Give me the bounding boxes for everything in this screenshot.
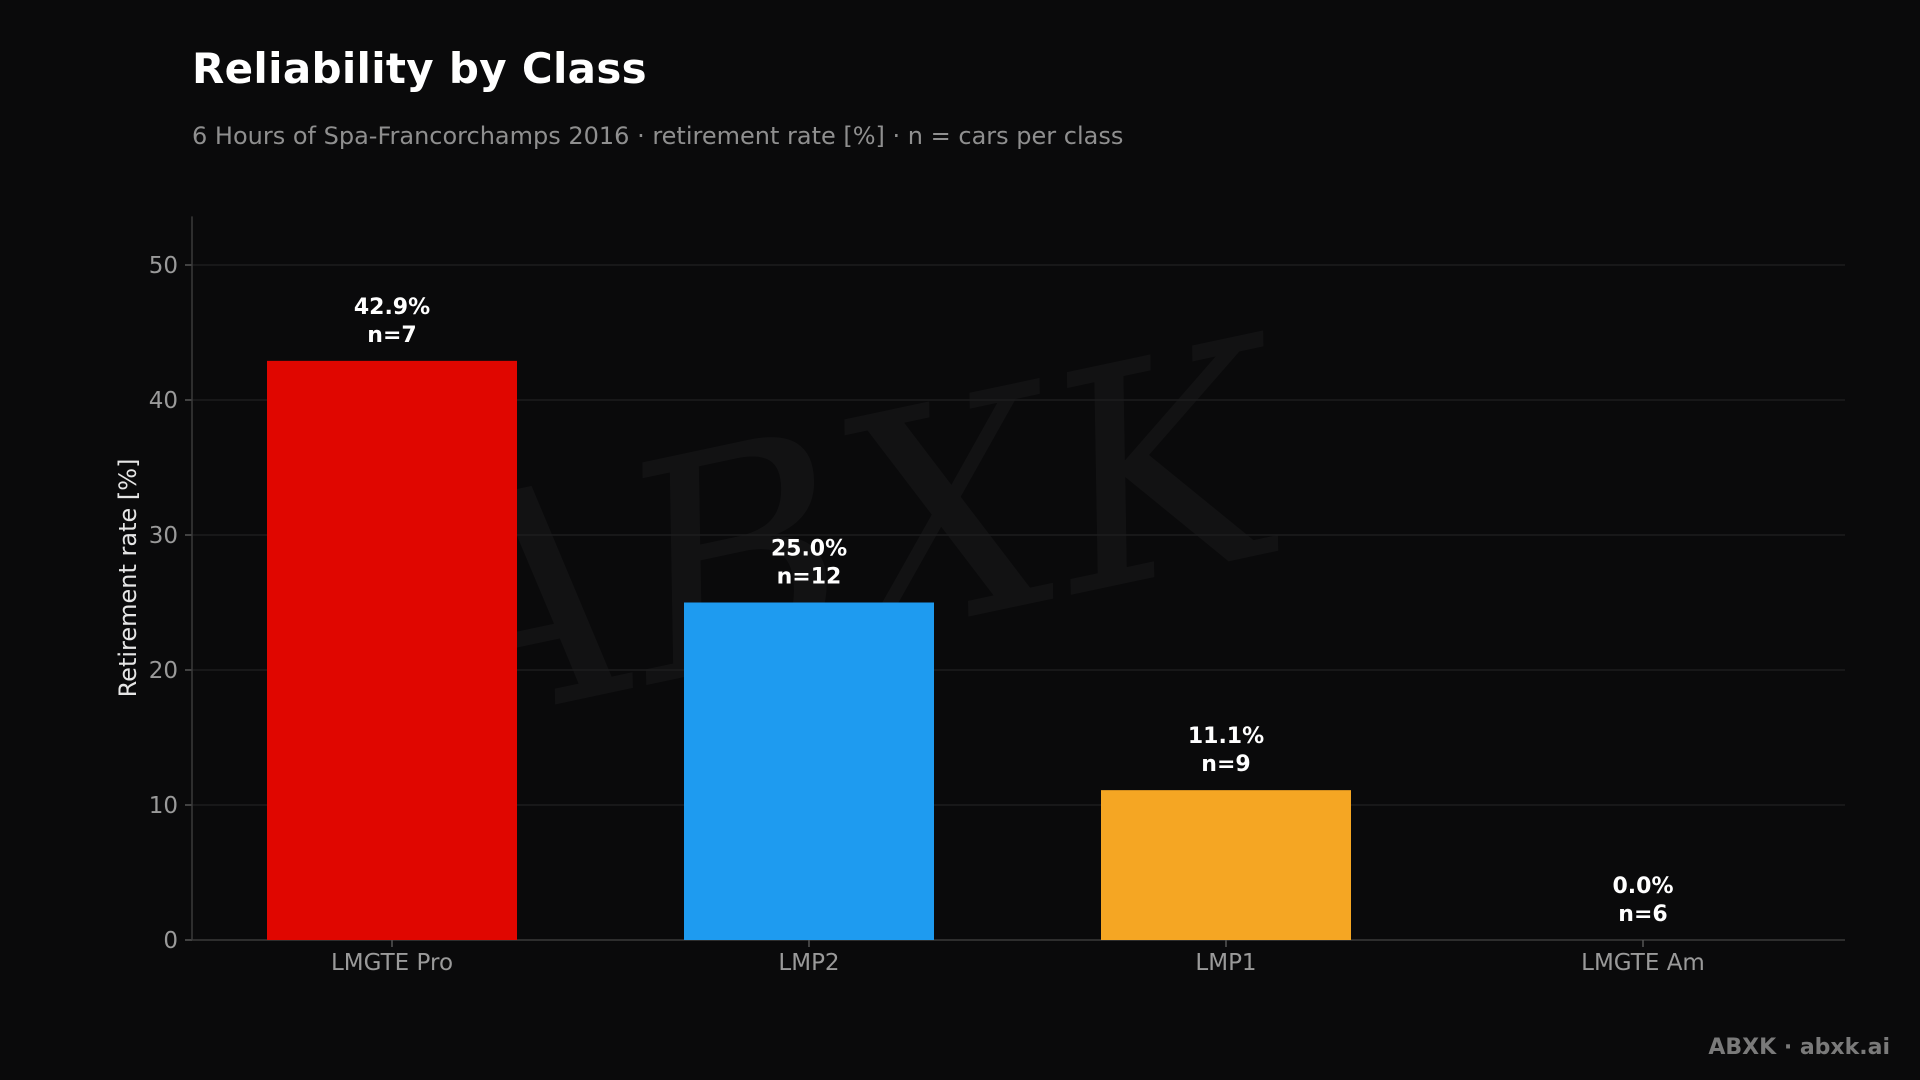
y-tick-label: 0 — [163, 928, 178, 954]
n-label: n=12 — [777, 565, 842, 590]
bars — [267, 360, 1351, 941]
footer-credit: ABXK · abxk.ai — [1708, 1035, 1890, 1060]
y-tick-label: 40 — [149, 388, 178, 414]
y-tick-label: 30 — [149, 523, 178, 549]
x-tick-label: LMGTE Pro — [331, 950, 453, 976]
x-tick-label: LMGTE Am — [1581, 950, 1705, 976]
y-tick-label: 50 — [149, 253, 178, 279]
value-label: 42.9% — [354, 295, 430, 320]
n-label: n=6 — [1618, 902, 1667, 927]
value-label: 0.0% — [1612, 874, 1673, 899]
bar-lmp1[interactable] — [1101, 790, 1351, 940]
chart-subtitle: 6 Hours of Spa-Francorchamps 2016 · reti… — [192, 122, 1124, 150]
bar-lmgte-pro[interactable] — [267, 360, 517, 941]
data-labels: 42.9% n=7 25.0% n=12 11.1% n=9 0.0% n=6 — [354, 295, 1674, 927]
n-label: n=7 — [367, 323, 416, 348]
y-tick-label: 20 — [149, 658, 178, 684]
value-label: 11.1% — [1188, 724, 1264, 749]
chart-title: Reliability by Class — [192, 44, 647, 93]
x-tick-label: LMP2 — [778, 950, 839, 976]
y-axis-label: Retirement rate [%] — [114, 459, 142, 698]
y-tick-label: 10 — [149, 793, 178, 819]
bar-lmp2[interactable] — [684, 602, 934, 941]
axes: 0 10 20 30 40 50 LMGTE Pro LMP2 LMP1 LMGTE Am — [149, 216, 1845, 976]
value-label: 25.0% — [771, 537, 847, 562]
x-tick-label: LMP1 — [1195, 950, 1256, 976]
n-label: n=9 — [1201, 752, 1250, 777]
